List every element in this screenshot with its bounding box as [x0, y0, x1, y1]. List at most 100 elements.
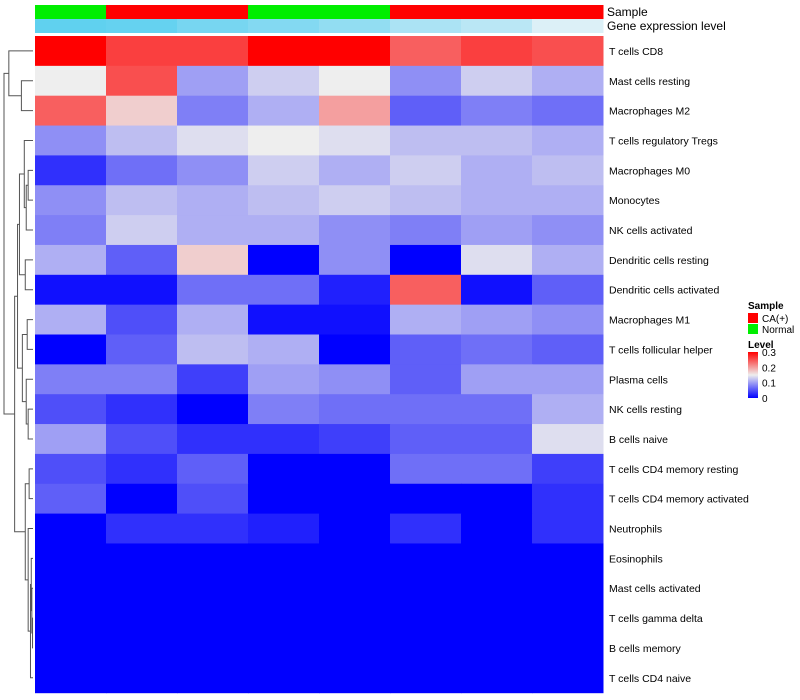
dendrogram-branch — [24, 259, 33, 291]
heatmap-cell — [106, 155, 178, 186]
sample-annotation-cell — [390, 5, 462, 19]
heatmap-cell — [390, 95, 462, 127]
dendrogram-branch — [18, 173, 26, 276]
heatmap-cell — [248, 36, 320, 67]
heatmap-cell — [461, 304, 533, 335]
legend-sample-label: CA(+) — [762, 314, 788, 325]
heatmap-cell — [106, 304, 178, 335]
heatmap-cell — [248, 334, 320, 365]
legend-swatch — [748, 313, 758, 323]
row-label: Plasma cells — [609, 374, 668, 386]
heatmap-cell — [35, 513, 107, 544]
row-label: T cells gamma delta — [609, 613, 703, 625]
heatmap-cell — [532, 274, 604, 306]
dendrogram-branch — [21, 334, 28, 403]
heatmap-cell — [319, 244, 391, 276]
heatmap-cell — [319, 394, 391, 425]
row-label: Neutrophils — [609, 524, 662, 536]
heatmap-cell — [106, 334, 178, 365]
heatmap-cell — [532, 573, 604, 604]
heatmap-cell — [106, 36, 178, 67]
heatmap-cell — [248, 513, 320, 544]
heatmap-cell — [532, 95, 604, 127]
heatmap-cell — [461, 662, 533, 694]
heatmap-cell — [35, 662, 107, 694]
row-label: T cells CD4 memory resting — [609, 464, 738, 476]
heatmap-cell — [106, 215, 178, 246]
row-label: T cells CD4 naive — [609, 673, 691, 685]
sample-annotation-cell — [177, 5, 249, 19]
row-label: T cells regulatory Tregs — [609, 135, 718, 147]
sample-track-label: Sample — [607, 5, 648, 19]
heatmap-cell — [106, 185, 178, 216]
heatmap-cell — [532, 334, 604, 365]
legend-swatch — [748, 324, 758, 334]
heatmap-cell — [390, 334, 462, 365]
heatmap-cell — [248, 244, 320, 276]
heatmap-cell — [461, 95, 533, 127]
heatmap-cell — [35, 483, 107, 515]
heatmap-cell — [248, 125, 320, 156]
heatmap-cell — [461, 36, 533, 67]
heatmap-cell — [248, 185, 320, 216]
row-label: Macrophages M2 — [609, 106, 690, 118]
row-label: T cells CD4 memory activated — [609, 494, 749, 506]
heatmap-cell — [461, 513, 533, 544]
legend-sample-label: Normal — [762, 325, 794, 336]
heatmap-cell — [390, 603, 462, 634]
heatmap-cell — [319, 633, 391, 664]
heatmap-cell — [532, 662, 604, 694]
heatmap-cell — [35, 155, 107, 186]
heatmap-cell — [532, 633, 604, 664]
sample-annotation-cell — [532, 5, 604, 19]
heatmap-cell — [390, 274, 462, 306]
heatmap-cell — [35, 244, 107, 276]
heatmap-cell — [532, 65, 604, 97]
heatmap-cell — [35, 603, 107, 634]
heatmap-cell — [248, 155, 320, 186]
heatmap-cell — [319, 513, 391, 544]
row-label: Monocytes — [609, 195, 660, 207]
heatmap-cell — [106, 662, 178, 694]
heatmap-cell — [177, 483, 249, 515]
heatmap-cell — [177, 364, 249, 395]
expression-track-label: Gene expression level — [607, 19, 726, 33]
heatmap-cell — [461, 603, 533, 634]
sample-annotation-cell — [319, 5, 391, 19]
expression-annotation-cell — [532, 19, 604, 33]
legend-level-tick: 0.2 — [762, 363, 776, 374]
row-label: B cells naive — [609, 434, 668, 446]
heatmap-cell — [177, 573, 249, 604]
heatmap-cell — [35, 95, 107, 127]
heatmap-cell — [390, 513, 462, 544]
heatmap-cell — [390, 453, 462, 485]
row-label: Mast cells resting — [609, 76, 690, 88]
heatmap-cell — [248, 543, 320, 574]
heatmap-cell — [35, 394, 107, 425]
heatmap-cell — [35, 215, 107, 246]
heatmap-cell — [390, 573, 462, 604]
heatmap-cell — [461, 394, 533, 425]
heatmap-cell — [532, 364, 604, 395]
heatmap-cell — [177, 274, 249, 306]
heatmap-cell — [248, 304, 320, 335]
heatmap-cell — [106, 244, 178, 276]
heatmap-cell — [532, 215, 604, 246]
row-label: Dendritic cells activated — [609, 285, 719, 297]
row-label: B cells memory — [609, 643, 682, 655]
heatmap-cell — [177, 95, 249, 127]
heatmap-cell — [177, 215, 249, 246]
heatmap-cell — [390, 215, 462, 246]
heatmap-cell — [177, 244, 249, 276]
heatmap-cell — [106, 65, 178, 97]
heatmap-cell — [532, 36, 604, 67]
dendrogram-branch — [14, 295, 26, 533]
heatmap-cell — [248, 633, 320, 664]
heatmap-cell — [248, 453, 320, 485]
heatmap-cell — [461, 215, 533, 246]
heatmap-cell — [106, 364, 178, 395]
heatmap-cell — [248, 364, 320, 395]
heatmap-cell — [106, 513, 178, 544]
row-label: NK cells resting — [609, 404, 682, 416]
heatmap-cell — [177, 424, 249, 455]
